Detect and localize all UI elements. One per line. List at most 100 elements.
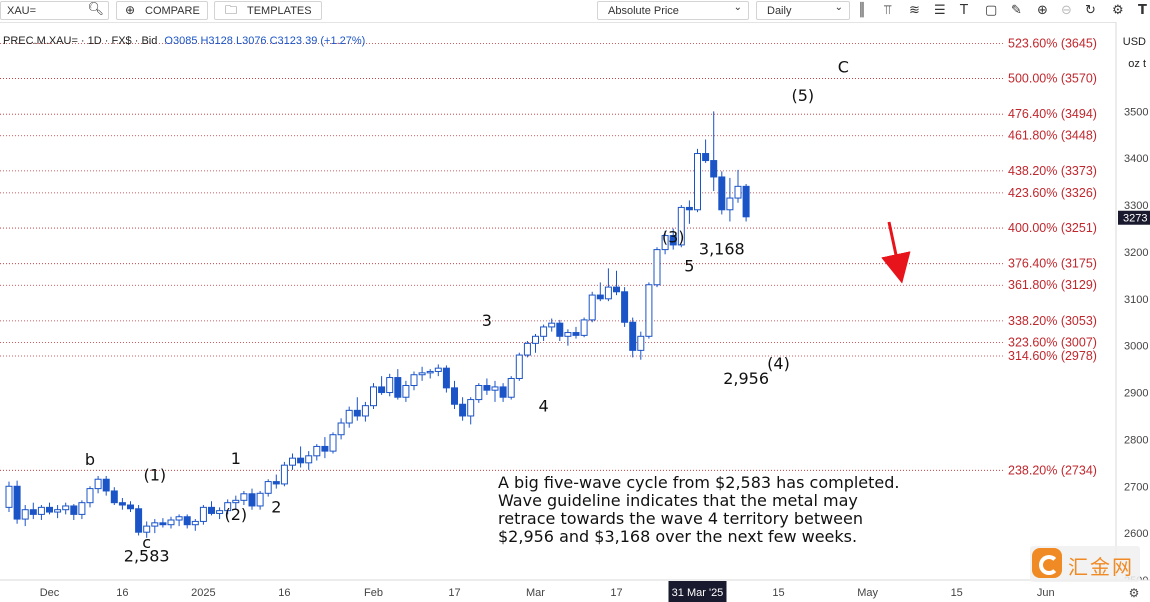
fib-tool-icon[interactable]: ☰ (934, 3, 946, 18)
candle-body (572, 332, 580, 336)
wave-label: (5) (791, 86, 814, 105)
templates-button[interactable]: 🗀︎ TEMPLATES (214, 1, 322, 20)
shape-tool-icon[interactable]: ▢ (985, 3, 998, 18)
x-tick-label: 15 (772, 587, 784, 599)
candle-body (13, 485, 21, 520)
candle-body (596, 294, 604, 300)
more-icon[interactable]: T (1138, 3, 1147, 18)
candle-body (386, 377, 394, 394)
zoom-out-icon[interactable]: ⊖ (1061, 3, 1072, 18)
candle-body (556, 322, 564, 337)
candle-body (159, 522, 167, 526)
fib-label: 338.20% (3053) (1008, 314, 1097, 328)
candle-body (5, 485, 13, 508)
logo-text: 汇金网 (1068, 555, 1134, 579)
candle-body (62, 505, 70, 511)
candle-body (410, 374, 418, 387)
candle-body (321, 445, 329, 452)
wave-label: (4) (767, 354, 790, 373)
candle-body (289, 457, 296, 466)
candle-body (540, 326, 548, 337)
candle-body (127, 504, 134, 510)
interval-value: Daily (767, 4, 792, 17)
candle-body (459, 403, 467, 417)
candle-body (507, 377, 515, 398)
candle-body (394, 377, 402, 398)
y-tick-label: 3400 (1124, 153, 1148, 165)
x-tick-label: 31 Mar '25 (672, 587, 724, 599)
last-price-badge (1118, 210, 1150, 225)
candle-body (361, 405, 369, 417)
x-tick-label: Mar (526, 587, 545, 599)
candle-body (353, 409, 361, 417)
fib-label: 400.00% (3251) (1008, 221, 1097, 235)
studies-icon[interactable]: ≋ (909, 3, 920, 18)
templates-label: TEMPLATES (247, 4, 312, 17)
fib-label: 476.40% (3494) (1008, 107, 1097, 121)
candle-body (54, 509, 62, 513)
candle-body (102, 478, 110, 492)
wave-label: 2,583 (124, 546, 170, 565)
weight-unit: oz t (1128, 58, 1146, 70)
candle-body (199, 506, 207, 522)
candle-body (175, 516, 183, 521)
x-tick-label: 16 (278, 587, 290, 599)
annotation-line: $2,956 and $3,168 over the next few week… (498, 527, 858, 546)
wave-label: 2,956 (723, 369, 769, 388)
candle-body (208, 506, 215, 514)
candle-body (143, 525, 151, 533)
candlestick-icon[interactable]: ║ (858, 3, 866, 18)
candle-body (523, 342, 531, 356)
price-type-value: Absolute Price (608, 4, 679, 17)
annotation-line: A big five-wave cycle from $2,583 has co… (498, 473, 900, 492)
y-tick-label: 2900 (1124, 388, 1148, 400)
logo-icon (1032, 548, 1062, 578)
x-tick-label: Dec (40, 587, 60, 599)
fib-label: 423.60% (3326) (1008, 186, 1097, 200)
candle-body (21, 509, 29, 520)
candle-body (467, 399, 475, 417)
symbol-search[interactable]: XAU= 🔍︎ (0, 1, 109, 20)
candle-body (370, 386, 377, 407)
reset-icon[interactable]: ↻ (1085, 3, 1096, 18)
candle-body (629, 321, 637, 351)
x-tick-label: May (857, 587, 878, 599)
candle-body (378, 386, 386, 394)
candle-body (515, 354, 523, 379)
fib-label: 323.60% (3007) (1008, 335, 1097, 349)
candle-body (426, 370, 434, 374)
candle-body (645, 284, 653, 337)
compare-button[interactable]: ⊕ COMPARE (116, 1, 208, 20)
fib-label: 500.00% (3570) (1008, 72, 1097, 86)
candle-body (702, 153, 710, 162)
candle-body (402, 385, 410, 398)
wave-label: C (838, 57, 849, 76)
annotation-line: retrace towards the wave 4 territory bet… (498, 509, 863, 528)
chart-canvas[interactable]: 523.60% (3645) 500.00% (3570) 476.40% (349… (0, 22, 1150, 602)
candle-body (191, 520, 199, 526)
candle-body (110, 490, 118, 504)
gear-icon[interactable]: ⚙ (1112, 3, 1124, 18)
candle-body (280, 464, 288, 485)
legend-instrument: PREC.M.XAU= · 1D · FX$ · Bid (3, 35, 158, 47)
candle-body (329, 434, 337, 452)
y-tick-label: 3300 (1124, 200, 1148, 212)
candle-body (305, 455, 313, 464)
edit-icon[interactable]: ✎ (1011, 3, 1022, 18)
candle-body (46, 506, 53, 513)
candle-body (434, 367, 442, 372)
x-tick-label: Feb (364, 587, 383, 599)
search-icon[interactable]: 🔍︎ (87, 2, 104, 17)
text-tool-icon[interactable]: T (960, 3, 968, 18)
candle-body (742, 185, 750, 218)
candle-body (86, 488, 94, 504)
price-type-select[interactable]: Absolute Price ⌄ (597, 1, 749, 20)
wave-label: (1) (143, 466, 166, 485)
candle-body (345, 409, 353, 424)
indicators-icon[interactable]: ⫪ (884, 3, 892, 18)
zoom-in-icon[interactable]: ⊕ (1037, 3, 1048, 18)
interval-select[interactable]: Daily ⌄ (756, 1, 850, 20)
symbol-input[interactable]: XAU= (7, 4, 37, 17)
y-tick-label: 3500 (1124, 106, 1148, 118)
settings-icon[interactable]: ⚙ (1129, 586, 1140, 600)
